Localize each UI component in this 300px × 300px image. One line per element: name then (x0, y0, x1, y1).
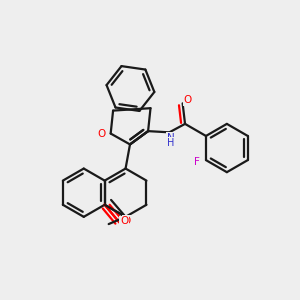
Text: H: H (167, 138, 175, 148)
Text: N: N (167, 133, 175, 142)
Text: O: O (98, 128, 106, 139)
Text: O: O (123, 216, 131, 226)
Text: O: O (184, 95, 192, 105)
Text: F: F (194, 157, 200, 166)
Text: O: O (120, 216, 128, 226)
